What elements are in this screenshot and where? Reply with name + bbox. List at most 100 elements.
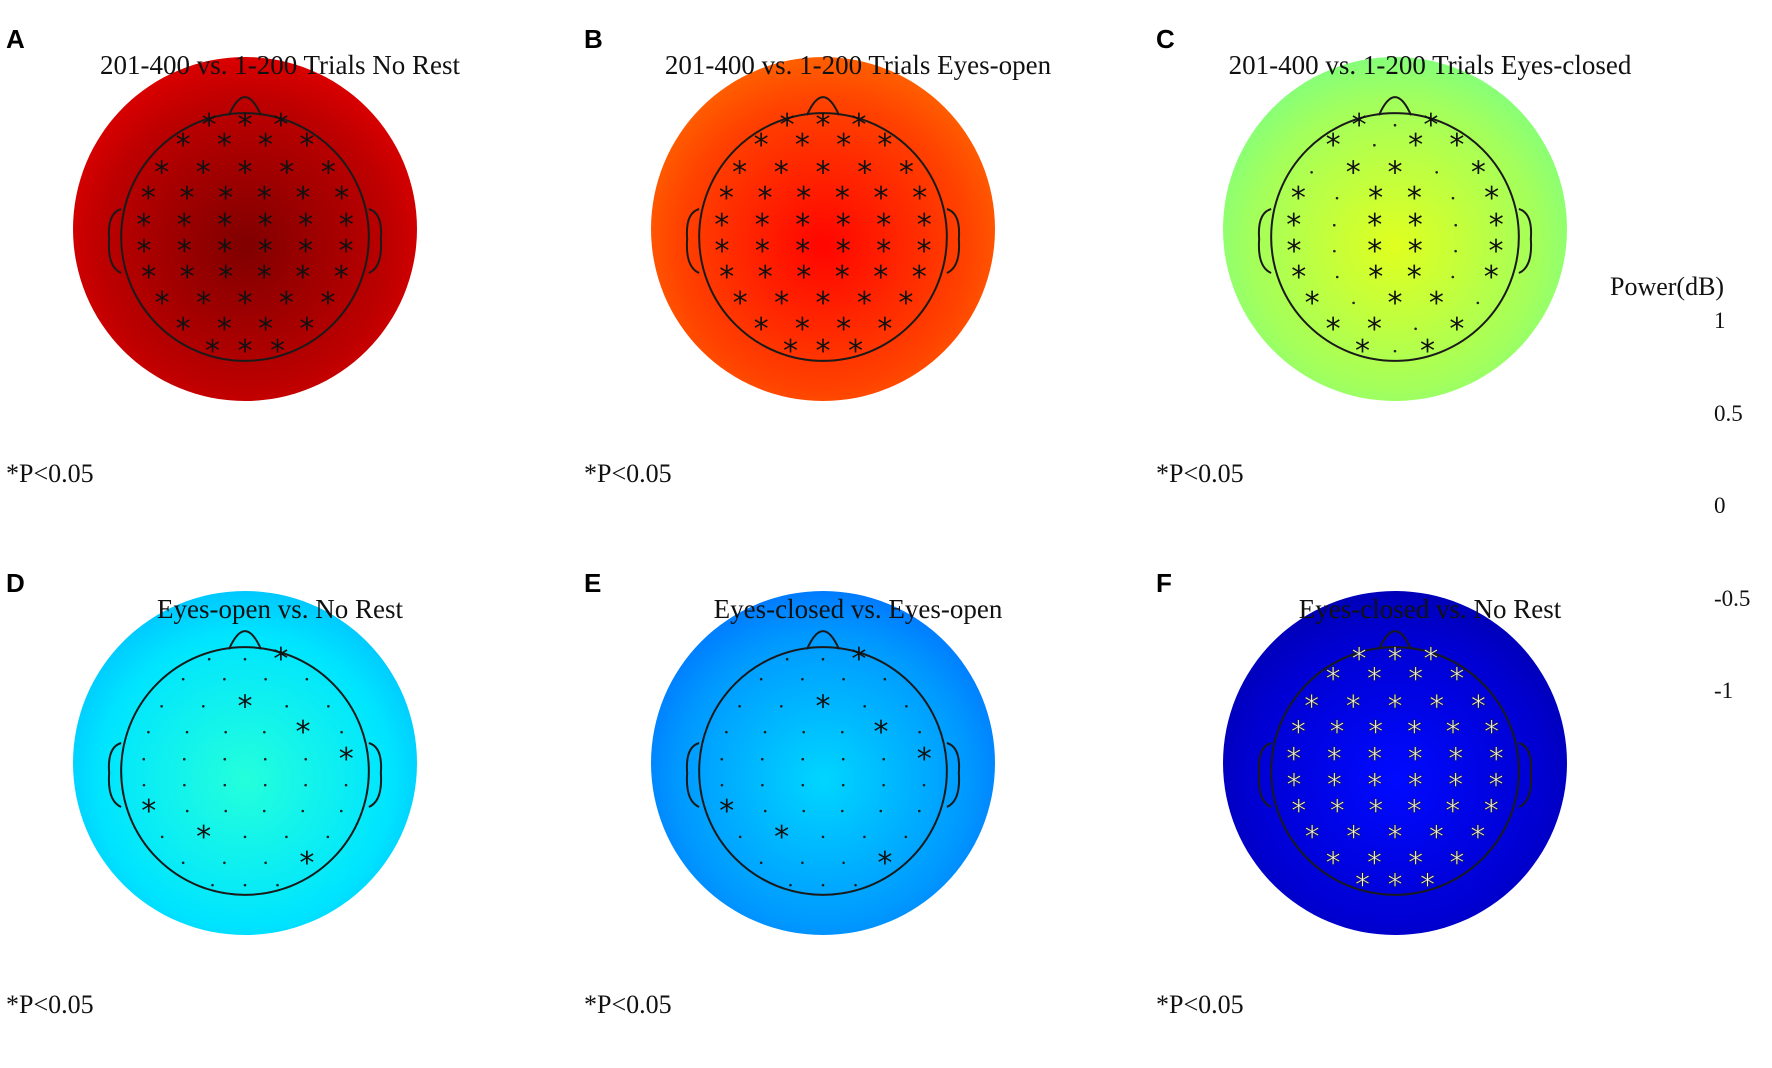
significant-electrode-mark: * — [877, 128, 892, 163]
significant-electrode-mark: * — [1408, 234, 1423, 269]
significant-electrode-mark: * — [877, 846, 892, 881]
significant-electrode-mark: * — [270, 334, 285, 369]
nose-outline — [1378, 630, 1412, 650]
significant-electrode-mark: * — [258, 234, 273, 269]
significant-electrode-mark: * — [857, 155, 872, 190]
colorbar-tick-label: 0.5 — [1714, 400, 1743, 426]
significant-electrode-mark: * — [795, 128, 810, 163]
significant-electrode-mark: * — [1471, 155, 1486, 190]
electrode-dot — [160, 704, 163, 708]
significant-electrode-mark: * — [1449, 846, 1464, 881]
significant-electrode-mark: * — [258, 312, 273, 347]
significant-electrode-mark: * — [334, 260, 349, 295]
electrode-dot — [304, 783, 307, 787]
colorbar-title: Power(dB) — [1610, 272, 1725, 301]
electrode-dot — [720, 757, 724, 761]
significance-note: *P<0.05 — [1156, 459, 1244, 488]
significant-electrode-mark: * — [196, 820, 211, 855]
significant-electrode-mark: * — [1489, 208, 1504, 243]
electrode-dot — [285, 704, 288, 708]
significant-electrode-mark: * — [1408, 662, 1423, 697]
left-ear-outline — [107, 208, 122, 274]
significant-electrode-mark: * — [1388, 820, 1403, 855]
significant-electrode-mark: * — [912, 181, 927, 216]
electrode-dot — [789, 883, 792, 887]
electrode-dot — [785, 657, 789, 661]
significant-electrode-mark: * — [1352, 642, 1367, 677]
electrode-dot — [841, 783, 845, 787]
electrode-dot — [1451, 196, 1455, 200]
significant-electrode-mark: * — [1326, 312, 1341, 347]
electrode-dot — [243, 883, 247, 887]
electrode-dot — [223, 677, 226, 681]
significant-electrode-mark: * — [339, 234, 354, 269]
significant-electrode-mark: * — [295, 715, 310, 750]
electrode-dot — [780, 704, 783, 708]
significant-electrode-mark: * — [257, 260, 272, 295]
significant-electrode-mark: * — [1471, 689, 1486, 724]
significant-electrode-mark: * — [205, 334, 220, 369]
significant-electrode-mark: * — [755, 234, 770, 269]
electrode-dot — [276, 883, 279, 887]
topomap-f: * * ** * * ** * * * ** * * * * ** * * * * ** * * * * ** * * * * ** * * *… — [1223, 591, 1567, 935]
significant-electrode-mark: * — [774, 286, 789, 321]
significant-electrode-mark: * — [218, 260, 233, 295]
significant-electrode-mark: * — [836, 128, 851, 163]
significant-electrode-mark: * — [1489, 742, 1504, 777]
significance-note: *P<0.05 — [584, 990, 672, 1019]
significant-electrode-mark: * — [876, 208, 891, 243]
topomap-panel-a: * * * * * * * * * * * * * * * * * * * * * * * * * * * * * * * * * * * * * * * *… — [0, 24, 560, 524]
electrode-dot — [1332, 223, 1336, 227]
colorbar-tick-label: 1 — [1714, 308, 1726, 333]
significant-electrode-mark: * — [836, 312, 851, 347]
significant-electrode-mark: * — [1330, 715, 1345, 750]
significant-electrode-mark: * — [177, 234, 192, 269]
electrode-dot — [801, 783, 805, 787]
significant-electrode-mark: * — [1388, 155, 1403, 190]
significant-electrode-mark: * — [912, 260, 927, 295]
significant-electrode-mark: * — [758, 260, 773, 295]
head-outline — [120, 112, 370, 362]
electrode-dot — [879, 809, 883, 813]
electrode-dot — [883, 677, 887, 681]
electrode-dot — [761, 783, 764, 787]
panel-title: 201-400 vs. 1-200 Trials Eyes-open — [664, 50, 1052, 80]
significant-electrode-mark: * — [796, 260, 811, 295]
electrode-dot — [340, 730, 343, 734]
electrode-dot — [183, 783, 186, 787]
significant-electrode-mark: * — [1326, 128, 1341, 163]
significant-electrode-mark: * — [873, 260, 888, 295]
electrode-dot — [917, 809, 921, 813]
electrode-dot — [207, 657, 211, 661]
significant-electrode-mark: * — [1420, 868, 1435, 903]
significant-electrode-mark: * — [141, 260, 156, 295]
significant-electrode-mark: * — [1367, 234, 1382, 269]
topomap-panel-e: * * * * * * * E Eyes-closed vs. Eyes-open *P<0… — [578, 568, 1138, 1068]
electrode-dot — [918, 730, 921, 734]
electrode-dot — [720, 783, 724, 787]
significant-electrode-mark: * — [136, 208, 151, 243]
significant-electrode-mark: * — [258, 128, 273, 163]
significant-electrode-mark: * — [155, 286, 170, 321]
electrode-dot — [738, 704, 741, 708]
significant-electrode-mark: * — [334, 181, 349, 216]
electrode-dot — [1476, 301, 1480, 305]
significant-electrode-mark: * — [339, 208, 354, 243]
significant-electrode-mark: * — [1388, 868, 1403, 903]
significant-electrode-mark: * — [1489, 234, 1504, 269]
significant-electrode-mark: * — [1408, 128, 1423, 163]
electrode-dot — [339, 809, 343, 813]
significant-electrode-mark: * — [196, 155, 211, 190]
right-ear-outline — [368, 208, 383, 274]
significant-electrode-mark: * — [1408, 208, 1423, 243]
topomap-a: * * ** * * ** * * * ** * * * * ** * * * * ** * * * * ** * * * * ** * * *… — [73, 57, 417, 401]
colorbar-tick-label: 0 — [1714, 493, 1726, 518]
right-ear-outline — [1518, 742, 1533, 808]
electrode-dot — [842, 677, 845, 681]
left-ear-outline — [685, 742, 700, 808]
significant-electrode-mark: * — [1429, 689, 1444, 724]
colorbar: Power(dB) 1 0.5 0 -0.5 -1 — [1600, 272, 1772, 762]
significant-electrode-mark: * — [238, 334, 253, 369]
significant-electrode-mark: * — [202, 108, 217, 143]
significant-electrode-mark: * — [816, 286, 831, 321]
